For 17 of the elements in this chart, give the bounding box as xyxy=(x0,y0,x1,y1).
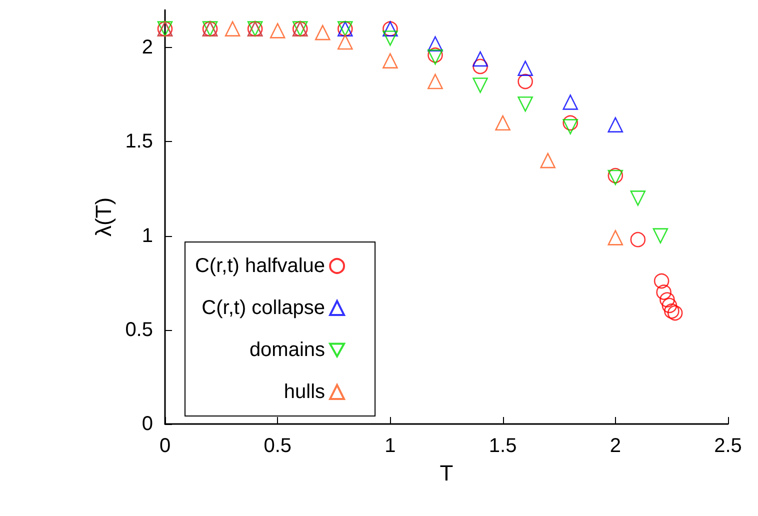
x-tick-label: 1 xyxy=(384,435,396,457)
x-tick-label: 0.5 xyxy=(264,435,292,457)
y-tick-label: 0.5 xyxy=(125,318,153,341)
x-tick-label: 0 xyxy=(159,435,171,457)
y-tick-label: 0 xyxy=(142,413,153,435)
x-tick-label: 2.5 xyxy=(714,435,742,457)
legend-label: domains xyxy=(249,339,326,361)
x-axis-title: T xyxy=(440,460,454,486)
x-tick-label: 2 xyxy=(610,435,621,457)
y-tick-label: 1 xyxy=(142,224,153,247)
legend-label: hulls xyxy=(284,381,326,403)
x-tick-label: 1.5 xyxy=(488,435,517,457)
legend-label: C(r,t) collapse xyxy=(202,297,326,319)
y-tick-label: 1.5 xyxy=(125,130,153,153)
y-axis-title: λ(T) xyxy=(90,197,116,237)
legend-label: C(r,t) halfvalue xyxy=(194,255,326,277)
y-tick-label: 2 xyxy=(142,36,153,59)
